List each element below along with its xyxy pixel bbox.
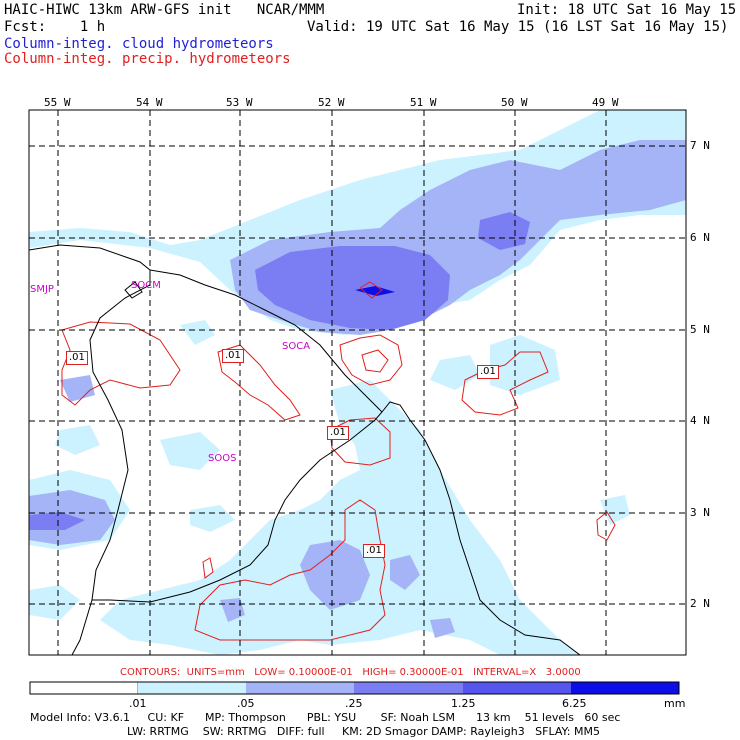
station-label: SOCA [282,341,311,352]
lat-label: 3 N [690,506,710,519]
lon-label: 51 W [410,96,437,109]
coastlines-borders [29,244,581,655]
model-info-line2: LW: RRTMG SW: RRTMG DIFF: full KM: 2D Sm… [127,725,600,738]
contour-label: .01 [363,544,385,558]
lat-label: 7 N [690,139,710,152]
station-label: SOOS [208,453,237,464]
contour-label: .01 [222,349,244,363]
contours-info: CONTOURS: UNITS=mm LOW= 0.10000E-01 HIGH… [120,667,581,678]
map-frame [28,109,687,656]
chart-title: HAIC-HIWC 13km ARW-GFS init NCAR/MMM [4,2,325,18]
lon-label: 53 W [226,96,253,109]
lon-label: 52 W [318,96,345,109]
colorbar-bin-2 [138,682,246,694]
contour-label: .01 [477,365,499,379]
colorbar-label: .01 [129,697,147,710]
init-time: Init: 18 UTC Sat 16 May 15 [517,2,737,18]
colorbar-label: 1.25 [451,697,476,710]
lon-label: 54 W [136,96,163,109]
valid-time: Valid: 19 UTC Sat 16 May 15 (16 LST Sat … [307,19,729,35]
colorbar [29,681,680,695]
lat-label: 2 N [690,597,710,610]
forecast-hour: Fcst: 1 h [4,19,106,35]
lon-label: 55 W [44,96,71,109]
colorbar-bin-1 [29,681,139,695]
cloud-core [355,286,395,296]
lon-label: 49 W [592,96,619,109]
station-label: SMJP [30,284,54,295]
colorbar-bin-4 [354,682,463,694]
lat-lon-grid [29,110,686,655]
colorbar-frame [29,681,680,695]
colorbar-label: .05 [237,697,255,710]
contour-label: .01 [327,426,349,440]
station-label: SOCM [131,280,161,291]
lat-label: 6 N [690,231,710,244]
colorbar-bin-3 [246,682,354,694]
colorbar-label: .25 [345,697,363,710]
colorbar-bin-5 [463,682,571,694]
legend-cloud-hydrometeors: Column-integ. cloud hydrometeors [4,36,274,52]
lon-label: 50 W [501,96,528,109]
contour-label: .01 [66,351,88,365]
colorbar-label: 6.25 [562,697,587,710]
cloud-shading-dark [29,212,530,530]
lat-label: 5 N [690,323,710,336]
model-info-line1: Model Info: V3.6.1 CU: KF MP: Thompson P… [30,711,621,724]
lat-label: 4 N [690,414,710,427]
colorbar-bin-6 [571,682,679,694]
colorbar-unit: mm [664,697,686,710]
legend-precip-hydrometeors: Column-integ. precip. hydrometeors [4,51,291,67]
